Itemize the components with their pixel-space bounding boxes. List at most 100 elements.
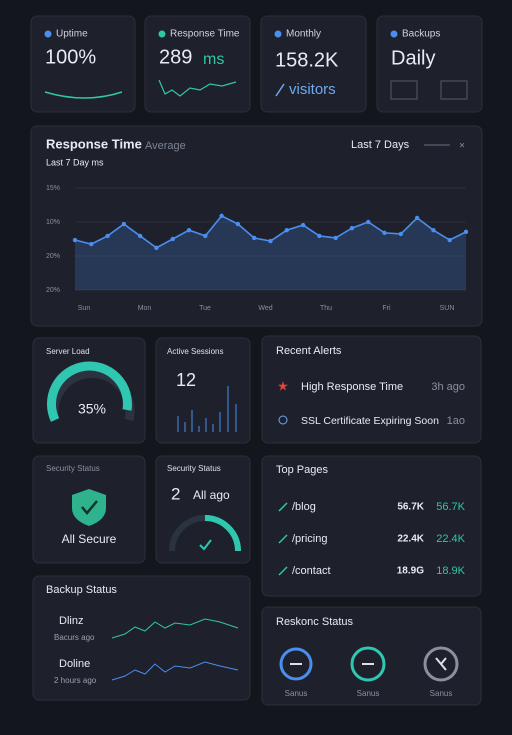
check xyxy=(199,539,212,551)
card xyxy=(261,606,482,706)
x-tick-label: Sun xyxy=(78,305,91,312)
backup-time: Bacurs ago xyxy=(54,633,95,642)
y-tick-label: 20% xyxy=(46,253,60,260)
icon xyxy=(440,80,468,100)
card-title: Monthly xyxy=(286,29,321,40)
x-tick-label: Mon xyxy=(138,305,152,312)
page-views-alt: 22.4K xyxy=(436,533,465,545)
ring xyxy=(423,646,459,682)
ring xyxy=(279,647,313,681)
card xyxy=(261,455,482,597)
card-value: 2 xyxy=(171,484,180,503)
point xyxy=(235,221,241,227)
alert-icon: ★ xyxy=(277,378,289,393)
point xyxy=(300,222,306,228)
card xyxy=(155,455,251,564)
card-title: Backups xyxy=(402,29,440,40)
chart-caption: Last 7 Day ms xyxy=(46,157,104,167)
page-views: 56.7K xyxy=(397,502,424,513)
page-path: /pricing xyxy=(292,533,327,545)
backup-time: 2 hours ago xyxy=(54,676,97,685)
sparkline xyxy=(44,91,123,99)
top-pages-list: /blog 56.7K 56.7K/pricing 22.4K 22.4K/contac… xyxy=(278,501,466,577)
alert-text: SSL Certificate Expiring Soon xyxy=(301,415,439,427)
icon xyxy=(275,83,285,97)
x-tick-label: SUN xyxy=(440,305,455,312)
icon xyxy=(44,30,52,38)
card-title: Reskonc Status xyxy=(276,616,354,628)
range[interactable]: Last 7 Days xyxy=(351,139,410,151)
gauge-value: 35% xyxy=(78,401,106,417)
point xyxy=(447,237,452,243)
close-icon[interactable]: × xyxy=(459,141,465,152)
card-title: Top Pages xyxy=(276,464,328,476)
card xyxy=(32,575,251,701)
row-icon xyxy=(278,534,288,544)
page-path: /contact xyxy=(292,565,331,577)
card-value: 100% xyxy=(45,46,96,68)
card-note: visitors xyxy=(289,81,336,98)
gauge-fill xyxy=(204,515,241,552)
card-unit: ms xyxy=(203,51,224,68)
page-views: 22.4K xyxy=(397,534,424,545)
row-icon xyxy=(278,502,288,512)
ring-label: Sanus xyxy=(430,689,453,698)
backup-name: Doline xyxy=(59,658,90,670)
icon xyxy=(274,30,282,38)
point xyxy=(398,231,404,237)
sparkline xyxy=(158,79,237,97)
card-title: Uptime xyxy=(56,29,88,40)
icon xyxy=(390,30,398,38)
x-tick-label: Thu xyxy=(320,305,332,312)
y-tick-label: 10% xyxy=(46,219,60,226)
status-rings xyxy=(279,646,459,682)
point xyxy=(105,233,110,239)
point xyxy=(333,235,338,241)
page-views-alt: 18.9K xyxy=(436,565,465,577)
y-tick-label: 15% xyxy=(46,185,60,192)
point xyxy=(170,236,175,242)
point xyxy=(382,230,387,236)
card-title: Server Load xyxy=(46,347,90,356)
chart-tag: Average xyxy=(145,140,186,152)
ring-icon xyxy=(435,657,447,671)
sparkline xyxy=(111,618,239,639)
point xyxy=(463,229,469,235)
point xyxy=(431,227,436,233)
card xyxy=(155,337,251,444)
point xyxy=(268,238,273,244)
point xyxy=(203,233,208,239)
point xyxy=(219,213,224,219)
alert-time: 1ao xyxy=(447,415,465,427)
ring-label: Sanus xyxy=(285,689,308,698)
card xyxy=(376,15,483,113)
point xyxy=(137,233,143,239)
row-icon xyxy=(278,566,288,576)
card-value: 158.2K xyxy=(275,49,339,71)
card-title: Security Status xyxy=(167,464,221,473)
card xyxy=(30,15,136,113)
point xyxy=(366,219,371,225)
x-tick-label: Wed xyxy=(258,305,272,312)
point xyxy=(72,237,78,243)
shield xyxy=(72,489,106,526)
point xyxy=(121,221,127,227)
point xyxy=(349,225,355,231)
point xyxy=(89,241,94,247)
page-path: /blog xyxy=(292,501,316,513)
point xyxy=(154,245,159,251)
plot: 15% 10% 20% 20% Sun Mon Tue Wed Thu Fri SUN xyxy=(46,185,469,312)
card xyxy=(32,337,146,444)
ring-label: Sanus xyxy=(357,689,380,698)
card-title: Backup Status xyxy=(46,584,117,596)
mini-bars xyxy=(177,386,237,432)
icon xyxy=(390,80,418,100)
card-title: Security Status xyxy=(46,464,100,473)
chart-title: Response Time xyxy=(46,136,142,151)
card-value: Daily xyxy=(391,47,435,69)
card-value: All Secure xyxy=(62,532,117,546)
card-title: Recent Alerts xyxy=(276,345,342,357)
card xyxy=(144,15,251,113)
card xyxy=(30,125,483,327)
card-note: All ago xyxy=(193,488,230,502)
